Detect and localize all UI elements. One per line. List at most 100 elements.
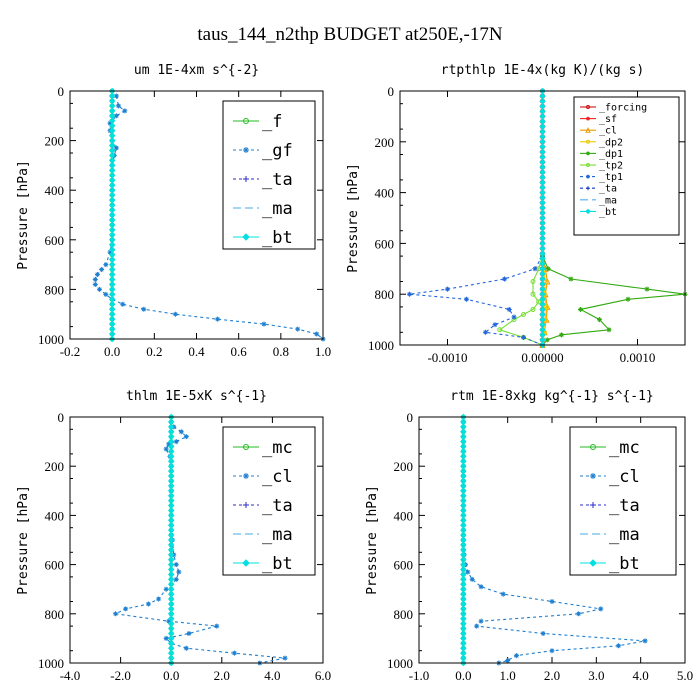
y-tick-label: 0	[58, 410, 65, 425]
x-tick-label: 6.0	[315, 668, 331, 683]
x-tick-label: -1.0	[409, 668, 430, 683]
data-point	[107, 120, 113, 126]
x-tick-label: 0.2	[146, 344, 162, 359]
legend-marker	[242, 559, 250, 567]
legend-box	[573, 96, 680, 236]
series-bt	[460, 413, 467, 667]
data-point	[183, 645, 189, 651]
y-tick-label: 200	[375, 135, 395, 150]
legend-box	[222, 426, 316, 576]
legend-label: _tp1	[599, 172, 623, 183]
x-tick-label: 5.0	[677, 668, 693, 683]
legend-box	[222, 100, 316, 250]
data-point	[231, 650, 237, 656]
series-line	[541, 256, 547, 346]
data-point	[166, 441, 172, 447]
data-point	[469, 576, 475, 582]
data-point	[511, 314, 517, 320]
legend-label: _cl	[599, 126, 617, 137]
legend-marker	[586, 139, 590, 144]
data-point	[156, 596, 162, 602]
data-point	[113, 93, 119, 99]
data-point	[642, 638, 648, 644]
data-point	[465, 569, 471, 575]
data-point	[598, 606, 604, 612]
data-point	[173, 439, 179, 445]
legend-marker	[586, 105, 590, 109]
legend-marker	[243, 444, 249, 450]
x-tick-label: 0.0	[163, 668, 179, 683]
y-tick-label: 400	[394, 508, 414, 523]
data-point	[113, 611, 119, 617]
data-point	[578, 306, 583, 312]
plot-frame	[418, 416, 686, 664]
legend-label: _bt	[599, 207, 617, 218]
panel-title: rtpthlp 1E-4x(kg K)/(kg s)	[441, 63, 645, 78]
data-point	[103, 291, 109, 297]
y-tick-label: 600	[394, 558, 414, 573]
data-point	[173, 576, 179, 582]
x-tick-label: 0.0	[455, 668, 471, 683]
data-point	[497, 327, 503, 333]
data-point	[483, 329, 488, 335]
legend-label: _ma	[262, 525, 293, 545]
y-tick-label: 600	[375, 236, 395, 251]
legend-marker	[586, 116, 590, 121]
data-point	[314, 331, 320, 337]
series-line	[409, 255, 543, 346]
data-point	[549, 599, 555, 604]
legend-label: _ma	[609, 525, 640, 545]
data-point	[261, 321, 267, 327]
panel-3: thlm 1E-5xK s^{-1} Pressure [hPa] -4.0 -2.0…	[16, 389, 331, 683]
legend: _f _gf _ta _ma _bt	[222, 100, 316, 250]
legend-marker	[243, 502, 249, 508]
panel-2: rtpthlp 1E-4x(kg K)/(kg s) Pressure [hPa]…	[346, 63, 688, 365]
data-point	[616, 643, 621, 649]
data-point	[492, 322, 498, 328]
legend-marker	[590, 473, 596, 479]
data-point	[644, 286, 650, 292]
y-tick-label: 1000	[387, 656, 413, 671]
legend-marker	[586, 186, 590, 191]
y-tick-label: 400	[45, 183, 65, 198]
data-point	[568, 276, 574, 282]
legend-label: _ta	[262, 496, 293, 516]
data-point	[145, 601, 151, 607]
legend-marker	[590, 444, 596, 450]
data-point	[549, 648, 555, 654]
data-point	[625, 296, 631, 302]
legend-label: _sf	[599, 114, 617, 125]
panels: um 1E-4xm s^{-2} Pressure [hPa] -0.2 0.0 0.2…	[16, 63, 693, 683]
x-tick-label: -4.0	[60, 668, 81, 683]
series-bt	[539, 87, 546, 349]
y-tick-label: 200	[394, 459, 414, 474]
y-tick-label: 0	[388, 84, 395, 99]
y-tick-label: 200	[45, 134, 65, 149]
data-point	[99, 267, 105, 273]
data-point	[597, 317, 602, 323]
data-point	[123, 606, 129, 612]
x-tick-label: 2.0	[544, 668, 560, 683]
data-point	[500, 591, 506, 597]
panel-title: thlm 1E-5xK s^{-1}	[126, 389, 267, 404]
panel-title: rtm 1E-8xkg kg^{-1} s^{-1}	[450, 389, 654, 404]
data-point	[178, 429, 184, 435]
series-tp1	[407, 253, 545, 348]
legend-marker	[590, 502, 596, 508]
panel-title: um 1E-4xm s^{-2}	[134, 63, 259, 78]
plot-frame	[69, 416, 324, 664]
y-tick-label: 200	[45, 459, 65, 474]
legend-marker	[243, 147, 249, 153]
data-point	[530, 279, 536, 284]
legend-label: _ma	[599, 195, 617, 206]
y-axis-label: Pressure [hPa]	[16, 160, 31, 270]
y-axis-label: Pressure [hPa]	[365, 485, 380, 595]
plot-frame	[399, 90, 686, 346]
legend-label: _dp2	[599, 137, 623, 148]
y-axis-label: Pressure [hPa]	[16, 485, 31, 595]
data-point	[214, 623, 220, 629]
legend-marker	[243, 118, 249, 124]
y-tick-label: 400	[45, 508, 65, 523]
x-tick-label: 1.0	[315, 344, 331, 359]
legend-marker	[242, 233, 250, 241]
